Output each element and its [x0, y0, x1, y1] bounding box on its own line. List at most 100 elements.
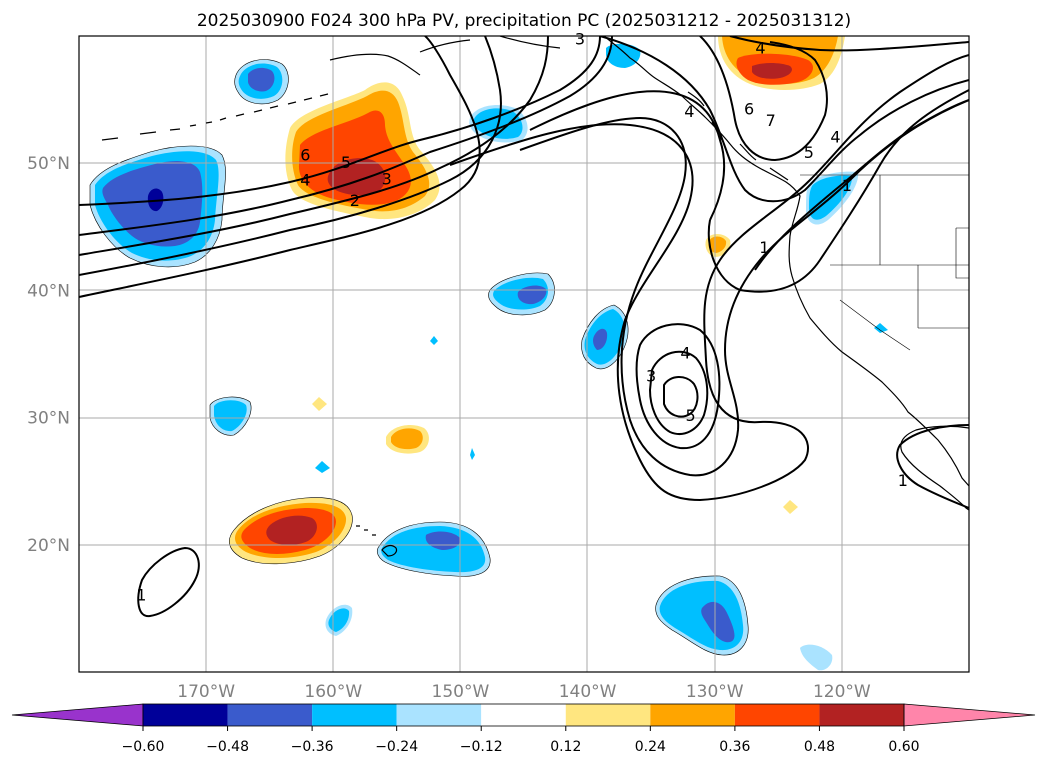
- pv-contour-label: 4: [830, 127, 840, 146]
- x-tick-label: 160°W: [304, 682, 362, 702]
- pv-contour-line: [79, 36, 502, 276]
- precip-negative-region: [328, 608, 350, 632]
- border: [800, 174, 969, 351]
- precip-negative-region: [248, 67, 275, 92]
- pv-contour-label: 6: [300, 145, 310, 164]
- precip-outline: [234, 59, 289, 105]
- pv-contour-line: [663, 376, 699, 418]
- y-tick-label: 40°N: [27, 281, 70, 301]
- map-background: [79, 36, 969, 672]
- colorbar-segment: [565, 704, 651, 726]
- pv-contour-label: 1: [136, 585, 146, 604]
- pv-contour-label: 3: [382, 169, 392, 188]
- precip-negative-region: [606, 43, 641, 68]
- pv-contour-label: 4: [680, 344, 690, 363]
- map-frame: [78, 35, 970, 673]
- precip-outline: [488, 272, 555, 316]
- colorbar-tick-label: −0.48: [206, 739, 249, 755]
- precip-positive-region: [266, 515, 317, 546]
- y-tick-label: 20°N: [27, 536, 70, 556]
- colorbar-extend-low: [11, 703, 144, 727]
- pv-contour-label: 5: [341, 153, 351, 172]
- precip-negative-region: [315, 461, 330, 473]
- precip-positive-region: [708, 236, 727, 253]
- precip-outline: [209, 396, 252, 436]
- coastlines: [101, 36, 969, 557]
- pv-contour-label: 6: [744, 100, 754, 119]
- y-axis: 20°N 30°N 40°N 50°N: [27, 154, 70, 556]
- x-axis: 170°W 160°W 150°W 140°W 130°W 120°W: [177, 682, 871, 702]
- colorbar-tick-label: −0.36: [291, 739, 334, 755]
- precip-positive-region: [783, 500, 798, 514]
- precip-outline: [229, 497, 353, 565]
- pv-contour-line: [79, 36, 613, 236]
- precip-negative-region: [701, 601, 735, 643]
- coastline: [900, 425, 969, 511]
- colorbar-tick-label: 0.36: [719, 739, 750, 755]
- precip-negative-region: [430, 336, 438, 345]
- pv-contour-label: 1: [842, 176, 852, 195]
- colorbar-segment: [312, 704, 397, 726]
- x-tick-label: 120°W: [813, 682, 871, 702]
- colorbar-tick-label: 0.48: [804, 739, 835, 755]
- x-tick-label: 170°W: [177, 682, 235, 702]
- coastline: [603, 36, 969, 487]
- y-tick-label: 50°N: [27, 154, 70, 174]
- precip-outline: [655, 575, 749, 656]
- pv-contour-line: [699, 36, 828, 162]
- precip-outline: [89, 145, 226, 268]
- grid-lines: [79, 36, 969, 672]
- x-tick-label: 140°W: [559, 682, 617, 702]
- pv-contour-line: [449, 54, 969, 502]
- pv-contour-label: 4: [755, 38, 765, 57]
- pv-contour-label: 7: [766, 111, 776, 130]
- colorbar-tick-label: −0.12: [460, 739, 503, 755]
- colorbar-tick-label: 0.60: [888, 739, 919, 755]
- colorbar-extend-high: [903, 703, 1036, 727]
- chart-title: 2025030900 F024 300 hPa PV, precipitatio…: [197, 11, 851, 31]
- colorbar-tick-label: 0.24: [635, 739, 666, 755]
- colorbar-segment: [819, 704, 904, 726]
- pv-contour-line: [519, 99, 969, 477]
- precip-outlines: [89, 59, 749, 656]
- pv-contour-label: 2: [350, 191, 360, 210]
- pv-contour-label: 5: [685, 406, 695, 425]
- colorbar: −0.60 −0.48 −0.36 −0.24 −0.12 0.12 0.24 0.36 0.4…: [11, 703, 1036, 755]
- colorbar-segment: [227, 704, 313, 726]
- y-tick-label: 30°N: [27, 409, 70, 429]
- x-tick-label: 130°W: [686, 682, 744, 702]
- pv-contours: [79, 36, 969, 618]
- coastline: [329, 36, 561, 76]
- pv-contour-label: 1: [898, 471, 908, 490]
- colorbar-tick-label: 0.12: [550, 739, 581, 755]
- pv-contour-label: 1: [759, 238, 769, 257]
- colorbar-segment: [650, 704, 735, 726]
- coastline: [101, 93, 329, 141]
- pv-contour-label: 4: [300, 171, 310, 190]
- coastline: [356, 525, 398, 557]
- precip-positive-region: [752, 63, 792, 79]
- pv-contour-line: [79, 36, 549, 256]
- colorbar-tick-label: −0.60: [122, 739, 165, 755]
- precip-outline: [376, 521, 491, 577]
- pv-contour-label: 3: [646, 367, 656, 386]
- colorbar-tick-label: −0.24: [375, 739, 418, 755]
- pv-contour-line: [896, 424, 969, 509]
- pv-contour-line: [137, 546, 200, 618]
- colorbar-segment: [143, 704, 228, 726]
- pv-contour-line: [635, 323, 721, 450]
- pv-contour-line: [79, 36, 601, 206]
- pv-contour-label: 3: [575, 30, 585, 49]
- colorbar-segment: [396, 704, 482, 726]
- precip-negative-region: [593, 328, 608, 350]
- pv-contour-line: [754, 99, 969, 271]
- precip-negative-region: [470, 448, 475, 460]
- precip-outline: [581, 304, 629, 370]
- pv-contour-line: [79, 36, 481, 298]
- pv-contour-line: [729, 36, 969, 52]
- pv-contour-label: 5: [804, 143, 814, 162]
- pv-contour-line: [599, 36, 969, 203]
